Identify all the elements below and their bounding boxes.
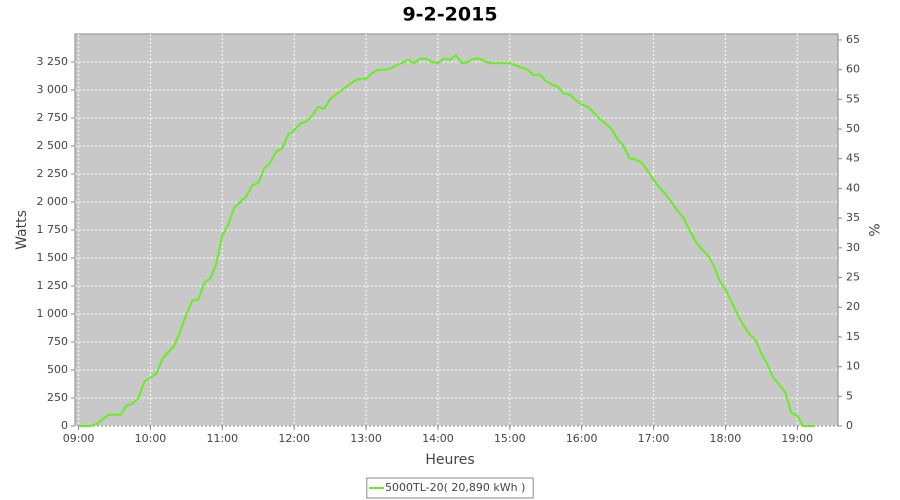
y2-tick-label: 10 <box>846 360 860 373</box>
x-tick-label: 19:00 <box>781 432 813 445</box>
y-tick-label: 750 <box>47 335 68 348</box>
y-tick-label: 2 750 <box>37 111 69 124</box>
y-tick-label: 1 000 <box>37 307 69 320</box>
y-tick-label: 3 000 <box>37 83 69 96</box>
y2-tick-label: 15 <box>846 330 860 343</box>
y2-tick-label: 0 <box>846 419 853 432</box>
y-tick-label: 1 250 <box>37 279 69 292</box>
y2-tick-label: 25 <box>846 271 860 284</box>
x-tick-label: 10:00 <box>135 432 167 445</box>
y-tick-label: 0 <box>61 419 68 432</box>
x-tick-label: 13:00 <box>350 432 382 445</box>
y-tick-label: 250 <box>47 391 68 404</box>
y2-tick-label: 65 <box>846 33 860 46</box>
y-tick-label: 2 250 <box>37 167 69 180</box>
y2-tick-label: 45 <box>846 152 860 165</box>
x-axis-title: Heures <box>425 452 474 468</box>
x-tick-label: 11:00 <box>206 432 238 445</box>
chart-title: 9-2-2015 <box>402 4 497 26</box>
y-tick-label: 2 500 <box>37 139 69 152</box>
y-tick-label: 1 750 <box>37 223 69 236</box>
y-axis-title: Watts <box>14 210 30 250</box>
y-tick-label: 500 <box>47 363 68 376</box>
y2-tick-label: 50 <box>846 122 860 135</box>
data-line <box>78 54 816 427</box>
x-tick-label: 09:00 <box>63 432 95 445</box>
x-tick-label: 15:00 <box>494 432 526 445</box>
y2-axis-title: % <box>865 223 881 236</box>
x-tick-label: 12:00 <box>278 432 310 445</box>
x-tick-label: 17:00 <box>638 432 670 445</box>
y2-tick-label: 30 <box>846 241 860 254</box>
y2-tick-label: 40 <box>846 181 860 194</box>
x-tick-label: 18:00 <box>710 432 742 445</box>
y2-tick-label: 60 <box>846 63 860 76</box>
y2-tick-label: 55 <box>846 92 860 105</box>
y-tick-label: 2 000 <box>37 195 69 208</box>
legend-box <box>366 477 534 499</box>
y2-tick-label: 35 <box>846 211 860 224</box>
x-tick-label: 14:00 <box>422 432 454 445</box>
x-tick-label: 16:00 <box>566 432 598 445</box>
y-tick-label: 3 250 <box>37 55 69 68</box>
y2-tick-label: 5 <box>846 389 853 402</box>
y-tick-label: 1 500 <box>37 251 69 264</box>
legend-label: 5000TL-20( 20,890 kWh ) <box>385 481 525 494</box>
y2-tick-label: 20 <box>846 300 860 313</box>
